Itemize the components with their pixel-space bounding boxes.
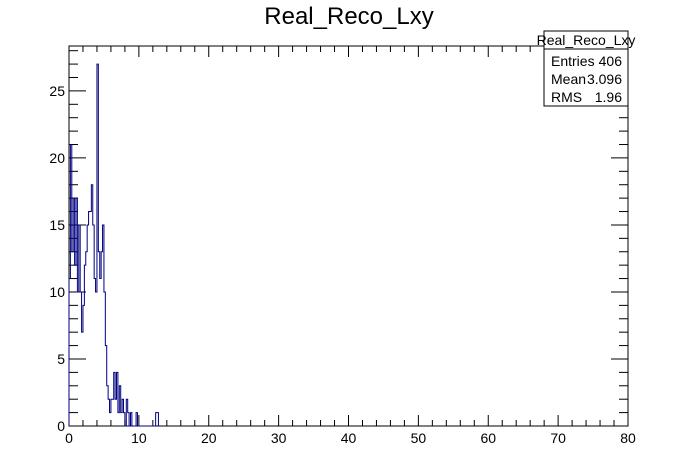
x-tick-label: 60 (480, 430, 496, 446)
stats-box: Real_Reco_Lxy Entries 406 Mean 3.096 RMS… (537, 30, 636, 107)
y-tick-label: 5 (57, 351, 65, 367)
stats-mean-label: Mean (551, 71, 586, 87)
histogram-outline (68, 63, 159, 427)
x-tick-label: 20 (201, 430, 217, 446)
stats-entries-value: 406 (599, 53, 623, 69)
x-tick-label: 40 (341, 430, 357, 446)
y-tick-label: 0 (57, 418, 65, 434)
stats-box-title: Real_Reco_Lxy (537, 32, 636, 48)
y-tick-label: 25 (49, 83, 65, 99)
x-tick-label: 10 (131, 430, 147, 446)
y-tick-label: 20 (49, 150, 65, 166)
y-tick-label: 10 (49, 284, 65, 300)
x-tick-label: 70 (550, 430, 566, 446)
x-tick-label: 50 (411, 430, 427, 446)
x-tick-label: 0 (65, 430, 73, 446)
stats-mean-value: 3.096 (587, 71, 622, 87)
tick-labels: 0 10 20 30 40 50 60 70 80 0 5 10 15 20 25 (49, 83, 636, 446)
x-tick-label: 30 (271, 430, 287, 446)
chart-title: Real_Reco_Lxy (264, 3, 433, 30)
x-tick-label: 80 (620, 430, 636, 446)
stats-box-frame (543, 30, 629, 107)
histogram-series (68, 63, 159, 427)
stats-rms-label: RMS (551, 89, 582, 105)
stats-entries-label: Entries (551, 53, 595, 69)
stats-rms-value: 1.96 (595, 89, 622, 105)
y-tick-label: 15 (49, 217, 65, 233)
